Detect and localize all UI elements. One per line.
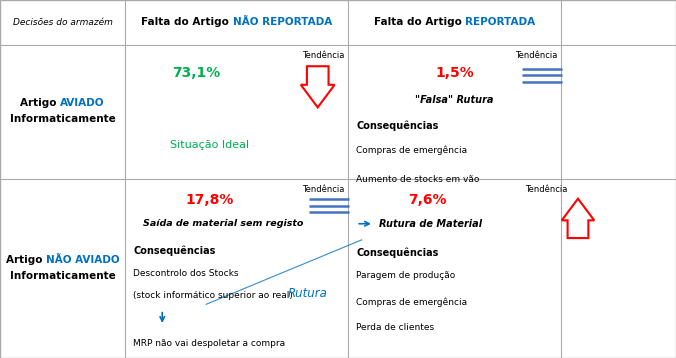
- Text: 17,8%: 17,8%: [185, 193, 234, 208]
- Text: Tendência: Tendência: [302, 185, 345, 194]
- Text: Informaticamente: Informaticamente: [9, 114, 116, 124]
- Text: Aumento de stocks em vão: Aumento de stocks em vão: [356, 174, 480, 184]
- Text: Informaticamente: Informaticamente: [9, 271, 116, 281]
- Text: Rutura: Rutura: [288, 287, 327, 300]
- Text: Consequências: Consequências: [133, 245, 216, 256]
- Text: Consequências: Consequências: [356, 247, 439, 258]
- Text: Descontrolo dos Stocks: Descontrolo dos Stocks: [133, 269, 239, 279]
- Text: (stock informático superior ao real): (stock informático superior ao real): [133, 291, 293, 300]
- Text: Falta do Artigo: Falta do Artigo: [374, 18, 465, 27]
- Text: Artigo: Artigo: [5, 255, 46, 265]
- Text: Artigo: Artigo: [20, 98, 60, 108]
- Text: NÃO AVIADO: NÃO AVIADO: [46, 255, 120, 265]
- Text: Decisões do armazém: Decisões do armazém: [13, 18, 112, 27]
- Text: AVIADO: AVIADO: [60, 98, 105, 108]
- Text: REPORTADA: REPORTADA: [465, 18, 535, 27]
- Text: Tendência: Tendência: [515, 51, 558, 60]
- Text: Perda de clientes: Perda de clientes: [356, 323, 435, 332]
- Text: Tendência: Tendência: [302, 51, 345, 60]
- Text: Compras de emergência: Compras de emergência: [356, 298, 467, 307]
- Text: Rutura de Material: Rutura de Material: [379, 219, 482, 229]
- Text: Compras de emergência: Compras de emergência: [356, 146, 467, 155]
- Text: NÃO REPORTADA: NÃO REPORTADA: [233, 17, 332, 28]
- Text: MRP não vai despoletar a compra: MRP não vai despoletar a compra: [133, 339, 285, 348]
- Text: 7,6%: 7,6%: [408, 193, 447, 208]
- Text: "Falsa" Rutura: "Falsa" Rutura: [415, 95, 494, 105]
- Text: 73,1%: 73,1%: [172, 66, 220, 81]
- Text: 1,5%: 1,5%: [435, 66, 474, 81]
- Text: Saída de material sem registo: Saída de material sem registo: [143, 219, 304, 228]
- Text: Tendência: Tendência: [525, 185, 568, 194]
- Text: Situação Ideal: Situação Ideal: [170, 140, 249, 150]
- Text: Consequências: Consequências: [356, 120, 439, 131]
- Text: Falta do Artigo: Falta do Artigo: [141, 18, 233, 27]
- Text: Paragem de produção: Paragem de produção: [356, 271, 456, 280]
